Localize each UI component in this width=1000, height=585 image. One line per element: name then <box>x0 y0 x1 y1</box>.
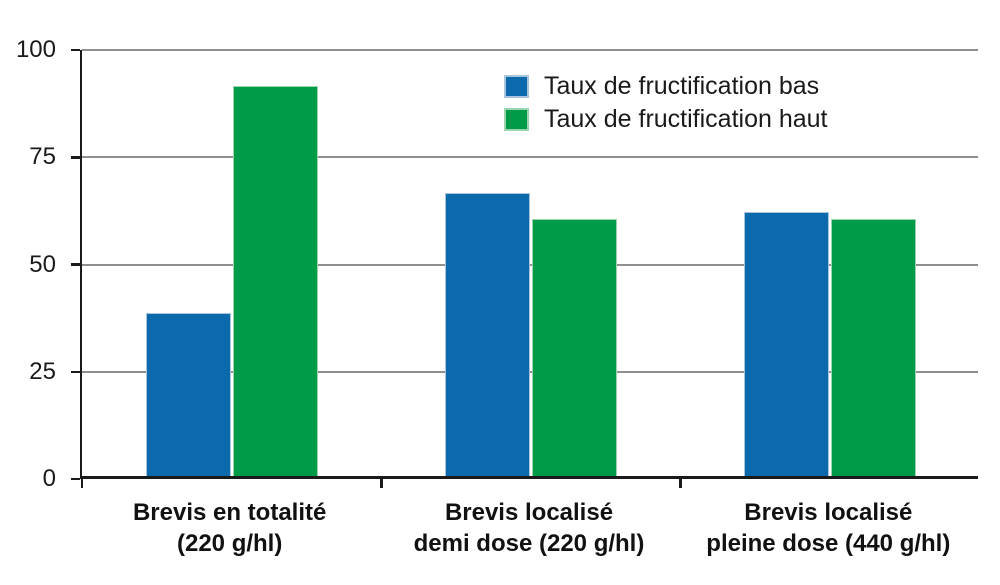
y-axis-label-50: 50 <box>29 250 56 278</box>
bar-group3-series2 <box>831 218 917 476</box>
bar-group2-series2 <box>532 218 617 476</box>
y-axis-label-0: 0 <box>42 465 56 492</box>
y-tick-100 <box>70 48 80 52</box>
bar-group3-series1 <box>744 212 830 476</box>
category-label-1: Brevis en totalité (220 g/hl) <box>80 497 379 559</box>
x-tick-group-2 <box>380 479 383 488</box>
category-label-3-line1: Brevis localisé <box>744 499 913 526</box>
category-label-2-line2: demi dose (220 g/hl) <box>413 530 645 557</box>
legend: Taux de fructification bas Taux de fruct… <box>504 74 828 140</box>
y-axis-label-25: 25 <box>29 357 56 385</box>
y-tick-0 <box>70 477 80 481</box>
bar-group1-series2 <box>232 85 318 476</box>
gridline-50 <box>82 263 978 266</box>
category-label-3: Brevis localisé pleine dose (440 g/hl) <box>679 497 978 559</box>
category-label-3-line2: pleine dose (440 g/hl) <box>706 530 951 557</box>
legend-swatch-haut-icon <box>504 108 529 131</box>
gridline-75 <box>82 156 978 159</box>
x-tick-group-3 <box>679 479 682 488</box>
bar-group2-series1 <box>445 192 530 476</box>
x-tick-group-1 <box>80 479 84 488</box>
category-label-2-line1: Brevis localisé <box>444 499 614 526</box>
bar-group1-series1 <box>145 312 231 476</box>
legend-item-bas: Taux de fructification bas <box>504 74 828 99</box>
y-axis-label-75: 75 <box>29 143 56 171</box>
plot-area <box>70 48 978 488</box>
x-axis-labels: Brevis en totalité (220 g/hl) Brevis loc… <box>80 497 978 559</box>
gridline-25 <box>82 370 978 373</box>
gridline-100 <box>82 49 978 51</box>
legend-label-haut: Taux de fructification haut <box>544 105 828 133</box>
category-label-2: Brevis localisé demi dose (220 g/hl) <box>379 497 678 559</box>
legend-label-bas: Taux de fructification bas <box>544 72 820 100</box>
category-label-1-line1: Brevis en totalité <box>132 499 327 526</box>
y-tick-50 <box>70 263 80 266</box>
legend-swatch-bas-icon <box>504 75 529 98</box>
y-axis-label-100: 100 <box>15 36 56 63</box>
y-tick-25 <box>70 370 80 373</box>
legend-item-haut: Taux de fructification haut <box>504 107 828 132</box>
category-label-1-line2: (220 g/hl) <box>176 530 283 557</box>
y-tick-75 <box>70 156 80 159</box>
